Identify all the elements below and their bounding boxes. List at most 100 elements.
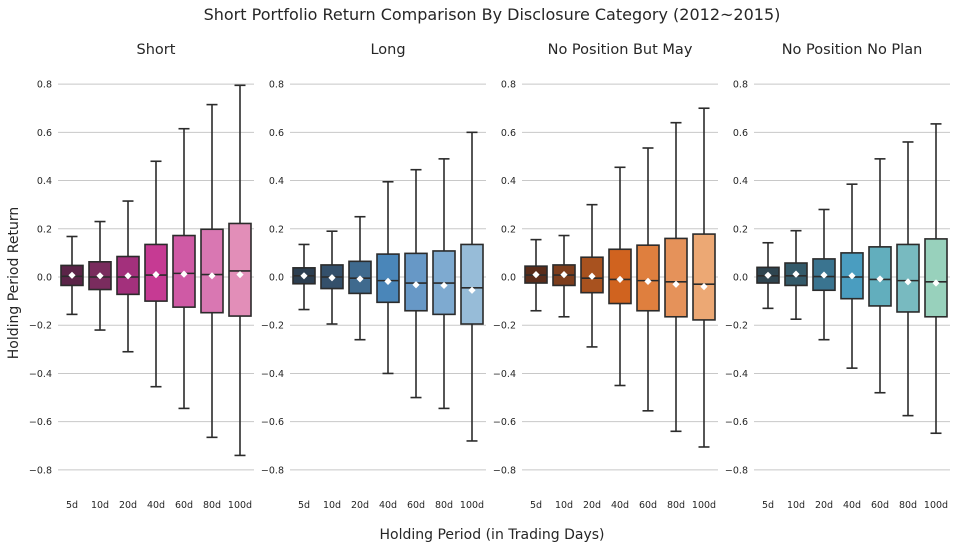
- x-tick-label: 60d: [639, 500, 657, 511]
- x-tick-label: 10d: [91, 500, 109, 511]
- box-60d: [172, 127, 196, 410]
- box-5d: [292, 243, 316, 311]
- x-tick-label: 40d: [843, 500, 861, 511]
- x-tick-label: 10d: [787, 500, 805, 511]
- y-tick-label: −0.4: [261, 369, 284, 380]
- x-tick-label: 40d: [611, 500, 629, 511]
- box-100d: [692, 107, 716, 448]
- box-60d: [404, 168, 428, 399]
- mean-marker: [820, 271, 828, 279]
- panel-2: No Position But May −0.8 −0.6 −0.4 −0.2 0.0 0.…: [493, 42, 718, 511]
- x-tick-label: 100d: [924, 500, 948, 511]
- y-tick-label: −0.8: [261, 465, 284, 476]
- box-100d: [228, 84, 252, 457]
- panel-title: Long: [370, 42, 405, 58]
- box-20d: [348, 215, 372, 341]
- mean-marker: [700, 283, 708, 291]
- y-tick-label: 0.2: [37, 224, 52, 235]
- y-tick-label: −0.2: [261, 321, 284, 332]
- y-tick-label: 0.0: [733, 273, 748, 284]
- y-tick-label: −0.4: [493, 369, 516, 380]
- box-10d: [784, 229, 808, 320]
- box-5d: [756, 241, 780, 310]
- x-axis-label: Holding Period (in Trading Days): [380, 527, 605, 543]
- box-80d: [432, 158, 456, 410]
- x-tick-label: 5d: [762, 500, 774, 511]
- x-tick-label: 20d: [815, 500, 833, 511]
- y-tick-label: 0.2: [733, 224, 748, 235]
- panel-title: Short: [137, 42, 176, 58]
- box-10d: [88, 220, 112, 331]
- y-tick-label: 0.6: [37, 128, 52, 139]
- iqr-box: [664, 237, 688, 318]
- x-tick-label: 80d: [899, 500, 917, 511]
- y-tick-label: −0.2: [29, 321, 52, 332]
- y-tick-label: 0.4: [269, 176, 284, 187]
- y-tick-label: 0.6: [501, 128, 516, 139]
- figure-title: Short Portfolio Return Comparison By Dis…: [204, 5, 781, 24]
- x-tick-label: 100d: [460, 500, 484, 511]
- y-tick-label: −0.8: [29, 465, 52, 476]
- iqr-box: [896, 243, 920, 313]
- y-tick-label: 0.4: [733, 176, 748, 187]
- y-axis-label: Holding Period Return: [6, 207, 22, 360]
- mean-marker: [532, 270, 540, 279]
- x-tick-label: 5d: [66, 500, 78, 511]
- panel-3: No Position No Plan −0.8 −0.6 −0.4 −0.2 0.0 0.…: [725, 42, 950, 511]
- box-80d: [896, 141, 920, 417]
- y-tick-label: −0.2: [725, 321, 748, 332]
- panel-0: Short −0.8 −0.6 −0.4 −0.2 0.0 0.2 0.4 0.6 0.8 5d 10…: [29, 42, 254, 511]
- y-tick-label: −0.6: [29, 417, 52, 428]
- iqr-box: [460, 243, 484, 325]
- y-tick-label: 0.8: [733, 80, 748, 91]
- mean-marker: [68, 271, 76, 279]
- y-tick-label: −0.6: [261, 417, 284, 428]
- panel-title: No Position But May: [548, 42, 693, 58]
- x-tick-label: 80d: [667, 500, 685, 511]
- box-40d: [840, 183, 864, 369]
- mean-marker: [904, 278, 912, 286]
- y-tick-label: 0.8: [269, 80, 284, 91]
- mean-marker: [236, 270, 244, 279]
- y-tick-label: −0.8: [725, 465, 748, 476]
- box-40d: [376, 180, 400, 375]
- x-tick-label: 5d: [298, 500, 310, 511]
- x-tick-label: 10d: [555, 500, 573, 511]
- mean-marker: [792, 270, 800, 278]
- x-tick-label: 5d: [530, 500, 542, 511]
- y-tick-label: 0.0: [37, 273, 52, 284]
- x-tick-label: 80d: [203, 500, 221, 511]
- box-5d: [524, 238, 548, 312]
- mean-marker: [300, 272, 308, 280]
- x-tick-label: 60d: [871, 500, 889, 511]
- iqr-box: [200, 228, 224, 314]
- box-10d: [320, 230, 344, 325]
- mean-marker: [468, 286, 476, 294]
- panel-title: No Position No Plan: [782, 42, 923, 58]
- mean-marker: [588, 272, 596, 280]
- mean-marker: [616, 275, 624, 284]
- iqr-box: [692, 233, 716, 321]
- y-tick-label: 0.4: [501, 176, 516, 187]
- x-tick-label: 80d: [435, 500, 453, 511]
- iqr-box: [924, 238, 948, 318]
- x-tick-label: 20d: [351, 500, 369, 511]
- mean-marker: [124, 272, 132, 280]
- x-tick-label: 20d: [583, 500, 601, 511]
- x-tick-label: 60d: [407, 500, 425, 511]
- mean-marker: [932, 279, 940, 287]
- box-20d: [580, 203, 604, 348]
- mean-marker: [96, 272, 104, 280]
- box-80d: [664, 121, 688, 433]
- x-tick-label: 100d: [228, 500, 252, 511]
- box-20d: [812, 208, 836, 341]
- y-tick-label: 0.0: [269, 273, 284, 284]
- panel-1: Long −0.8 −0.6 −0.4 −0.2 0.0 0.2 0.4 0.6 0.8 5d 10d…: [261, 42, 486, 511]
- x-tick-label: 20d: [119, 500, 137, 511]
- mean-marker: [384, 277, 392, 285]
- mean-marker: [208, 272, 216, 280]
- y-tick-label: 0.0: [501, 273, 516, 284]
- box-100d: [924, 123, 948, 435]
- box-60d: [636, 147, 660, 412]
